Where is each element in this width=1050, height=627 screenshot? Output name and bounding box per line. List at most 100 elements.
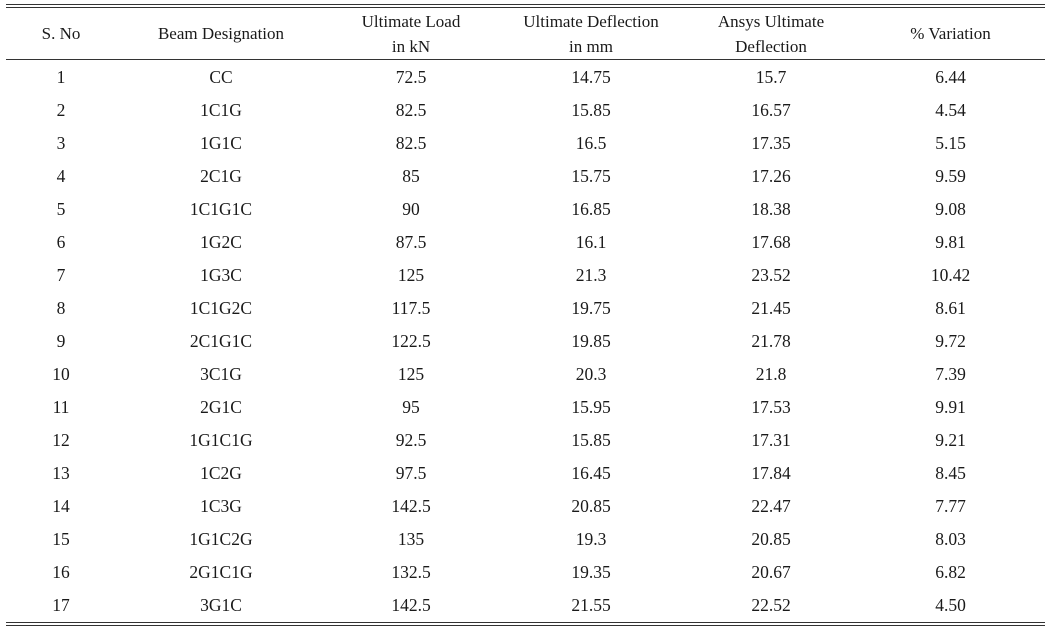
cell-beam-designation: 1G2C <box>200 232 242 252</box>
cell-ultimate-load: 142.5 <box>391 595 431 615</box>
cell-s-no: 10 <box>52 364 70 384</box>
cell-beam-designation: 1G1C2G <box>189 529 253 549</box>
table-row: 15 1G1C2G 135 19.3 20.85 8.03 <box>6 523 1045 556</box>
cell-s-no: 13 <box>52 463 70 483</box>
cell-ultimate-deflection: 15.75 <box>571 166 611 186</box>
table-bottom-rule-outer <box>6 625 1045 626</box>
table-bottom-rule <box>6 622 1045 623</box>
cell-ansys-deflection: 18.38 <box>751 199 791 219</box>
cell-ultimate-deflection: 19.3 <box>575 529 607 549</box>
cell-ultimate-deflection: 16.5 <box>575 133 607 153</box>
table-row: 13 1C2G 97.5 16.45 17.84 8.45 <box>6 457 1045 490</box>
table-row: 16 2G1C1G 132.5 19.35 20.67 6.82 <box>6 556 1045 589</box>
cell-ultimate-deflection: 20.85 <box>571 496 611 516</box>
cell-percent-variation: 9.59 <box>935 166 966 186</box>
cell-percent-variation: 5.15 <box>935 133 966 153</box>
cell-ultimate-load: 125 <box>397 265 425 285</box>
cell-percent-variation: 10.42 <box>930 265 971 285</box>
cell-ansys-deflection: 21.8 <box>755 364 787 384</box>
cell-ultimate-deflection: 16.1 <box>575 232 607 252</box>
cell-percent-variation: 8.45 <box>935 463 966 483</box>
cell-percent-variation: 6.82 <box>935 562 966 582</box>
cell-ultimate-load: 87.5 <box>395 232 427 252</box>
table-top-rule-inner <box>6 7 1045 8</box>
results-table: S. No Beam Designation Ultimate Load in … <box>6 4 1045 626</box>
cell-ansys-deflection: 17.53 <box>751 397 791 417</box>
table-header-row: S. No Beam Designation Ultimate Load in … <box>6 8 1045 59</box>
cell-percent-variation: 9.21 <box>935 430 966 450</box>
table-row: 3 1G1C 82.5 16.5 17.35 5.15 <box>6 127 1045 160</box>
cell-ansys-deflection: 21.78 <box>751 331 791 351</box>
table-row: 10 3C1G 125 20.3 21.8 7.39 <box>6 358 1045 391</box>
cell-s-no: 17 <box>52 595 70 615</box>
header-percent-variation: % Variation <box>910 24 991 43</box>
cell-ultimate-load: 72.5 <box>395 67 427 87</box>
cell-s-no: 7 <box>56 265 66 285</box>
table-header-rule <box>6 59 1045 60</box>
cell-percent-variation: 7.77 <box>935 496 966 516</box>
cell-beam-designation: 3C1G <box>200 364 242 384</box>
cell-ultimate-deflection: 16.85 <box>571 199 611 219</box>
cell-ultimate-load: 92.5 <box>395 430 427 450</box>
table-row: 8 1C1G2C 117.5 19.75 21.45 8.61 <box>6 292 1045 325</box>
cell-ultimate-load: 85 <box>402 166 420 186</box>
cell-percent-variation: 4.54 <box>935 100 966 120</box>
header-ultimate-load: Ultimate Load in kN <box>361 11 461 56</box>
cell-s-no: 15 <box>52 529 70 549</box>
cell-ultimate-deflection: 15.85 <box>571 100 611 120</box>
cell-ultimate-deflection: 19.75 <box>571 298 611 318</box>
cell-ansys-deflection: 22.47 <box>751 496 791 516</box>
cell-percent-variation: 9.81 <box>935 232 966 252</box>
cell-ultimate-deflection: 14.75 <box>571 67 611 87</box>
cell-s-no: 6 <box>56 232 66 252</box>
cell-ansys-deflection: 15.7 <box>755 67 787 87</box>
table-row: 5 1C1G1C 90 16.85 18.38 9.08 <box>6 193 1045 226</box>
cell-ansys-deflection: 17.26 <box>751 166 791 186</box>
header-ultimate-deflection: Ultimate Deflection in mm <box>523 11 659 56</box>
cell-s-no: 8 <box>56 298 66 318</box>
cell-ansys-deflection: 23.52 <box>751 265 791 285</box>
cell-s-no: 11 <box>52 397 70 417</box>
cell-ultimate-deflection: 19.85 <box>571 331 611 351</box>
cell-beam-designation: 1G3C <box>200 265 242 285</box>
cell-s-no: 1 <box>56 67 66 87</box>
table-top-rule <box>6 4 1045 5</box>
cell-s-no: 5 <box>56 199 66 219</box>
cell-beam-designation: 2G1C1G <box>189 562 253 582</box>
cell-s-no: 3 <box>56 133 66 153</box>
cell-ultimate-load: 82.5 <box>395 133 427 153</box>
cell-beam-designation: 1C3G <box>200 496 242 516</box>
cell-ultimate-load: 125 <box>397 364 425 384</box>
table-row: 17 3G1C 142.5 21.55 22.52 4.50 <box>6 589 1045 622</box>
table-body: 1 CC 72.5 14.75 15.7 6.44 2 1C1G 82.5 15.85 16.57 4… <box>6 60 1045 622</box>
cell-percent-variation: 6.44 <box>935 67 966 87</box>
cell-beam-designation: 1C1G2C <box>189 298 253 318</box>
table-row: 9 2C1G1C 122.5 19.85 21.78 9.72 <box>6 325 1045 358</box>
cell-percent-variation: 7.39 <box>935 364 966 384</box>
cell-beam-designation: 1C1G1C <box>189 199 253 219</box>
cell-s-no: 12 <box>52 430 70 450</box>
cell-ansys-deflection: 20.67 <box>751 562 791 582</box>
cell-ansys-deflection: 20.85 <box>751 529 791 549</box>
cell-s-no: 4 <box>56 166 66 186</box>
cell-ultimate-deflection: 19.35 <box>571 562 611 582</box>
cell-percent-variation: 9.72 <box>935 331 966 351</box>
cell-ansys-deflection: 22.52 <box>751 595 791 615</box>
header-ansys-ultimate-deflection: Ansys Ultimate Deflection <box>717 11 825 56</box>
cell-ultimate-load: 122.5 <box>391 331 431 351</box>
header-beam-designation: Beam Designation <box>157 24 285 43</box>
header-s-no: S. No <box>41 24 81 43</box>
cell-ansys-deflection: 21.45 <box>751 298 791 318</box>
table-row: 14 1C3G 142.5 20.85 22.47 7.77 <box>6 490 1045 523</box>
cell-ultimate-load: 117.5 <box>391 298 431 318</box>
cell-percent-variation: 8.61 <box>935 298 966 318</box>
cell-beam-designation: 2C1G <box>200 166 242 186</box>
cell-ansys-deflection: 17.35 <box>751 133 791 153</box>
cell-beam-designation: 1C2G <box>200 463 242 483</box>
cell-percent-variation: 9.08 <box>935 199 966 219</box>
cell-ultimate-deflection: 21.55 <box>571 595 611 615</box>
cell-beam-designation: 1C1G <box>200 100 242 120</box>
cell-ansys-deflection: 17.68 <box>751 232 791 252</box>
cell-ultimate-load: 90 <box>402 199 420 219</box>
cell-percent-variation: 4.50 <box>935 595 966 615</box>
